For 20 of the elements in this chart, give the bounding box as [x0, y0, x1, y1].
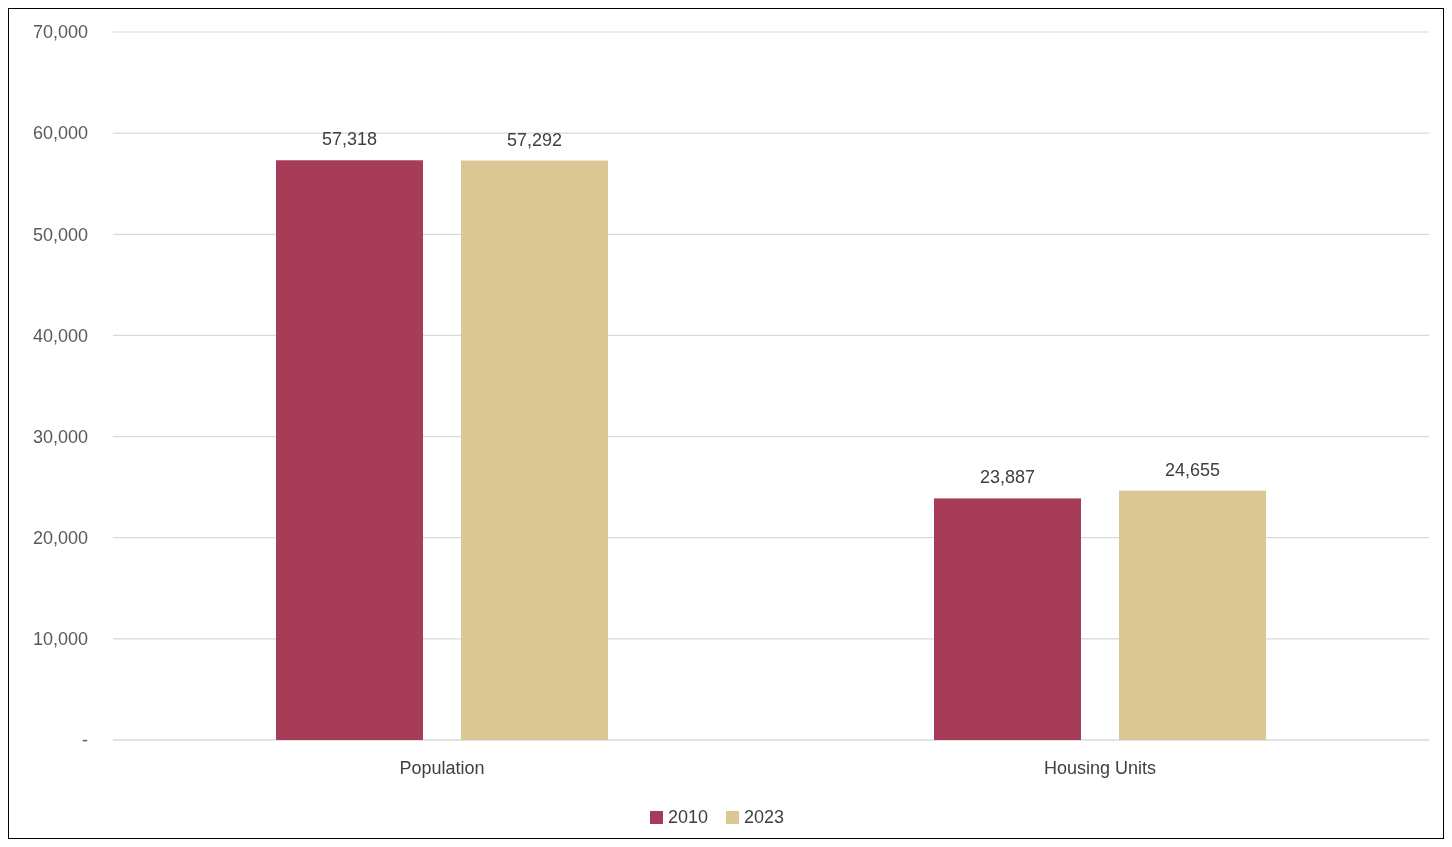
- bar: [934, 498, 1081, 740]
- legend-label: 2023: [744, 807, 785, 828]
- data-label: 57,292: [506, 129, 563, 150]
- data-label: 57,318: [321, 129, 378, 150]
- x-tick-label: Housing Units: [1043, 758, 1157, 778]
- bar: [461, 160, 608, 740]
- y-tick-label: -: [82, 730, 88, 751]
- data-label: 23,887: [979, 467, 1036, 488]
- data-label: 24,655: [1164, 459, 1221, 480]
- bar: [1119, 490, 1266, 740]
- legend-label: 2010: [668, 807, 709, 828]
- x-tick-label: Population: [399, 758, 485, 778]
- y-tick-label: 10,000: [32, 629, 88, 650]
- y-tick-label: 20,000: [32, 528, 88, 549]
- y-tick-label: 40,000: [32, 325, 88, 346]
- bar: [276, 160, 423, 740]
- y-tick-label: 60,000: [32, 123, 88, 144]
- y-tick-label: 30,000: [32, 426, 88, 447]
- y-tick-label: 50,000: [32, 224, 88, 245]
- y-tick-label: 70,000: [32, 22, 88, 43]
